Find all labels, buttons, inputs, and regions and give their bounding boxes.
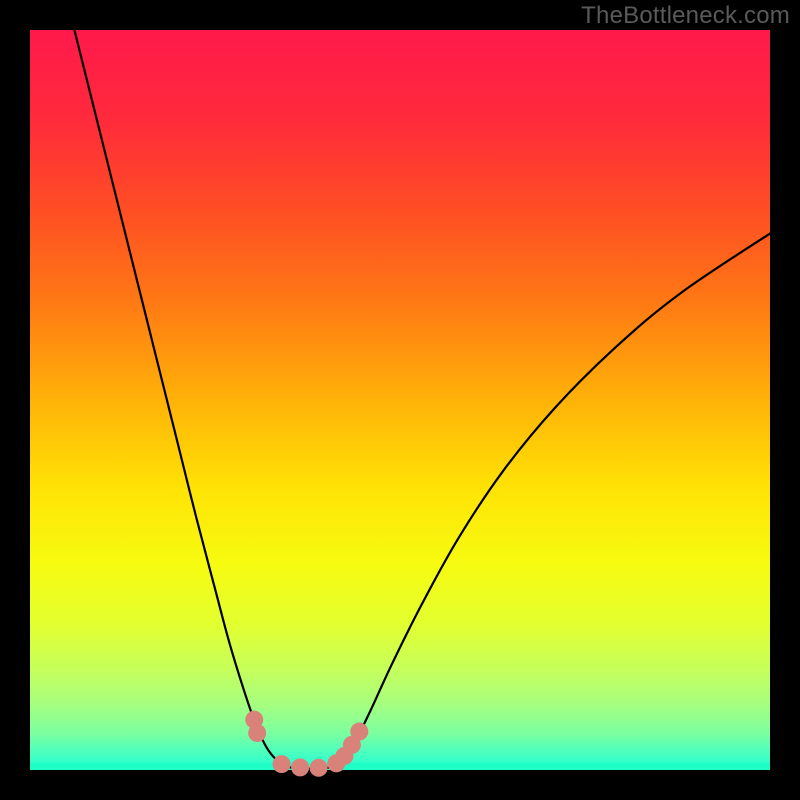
marker-dot bbox=[310, 759, 328, 777]
chart-container: TheBottleneck.com bbox=[0, 0, 800, 800]
plot-background bbox=[30, 30, 770, 770]
baseline-band bbox=[30, 763, 770, 770]
marker-dot bbox=[248, 724, 266, 742]
watermark-text: TheBottleneck.com bbox=[581, 2, 790, 30]
bottleneck-chart bbox=[0, 0, 800, 800]
marker-dot bbox=[350, 723, 368, 741]
marker-dot bbox=[291, 758, 309, 776]
marker-dot bbox=[273, 755, 291, 773]
